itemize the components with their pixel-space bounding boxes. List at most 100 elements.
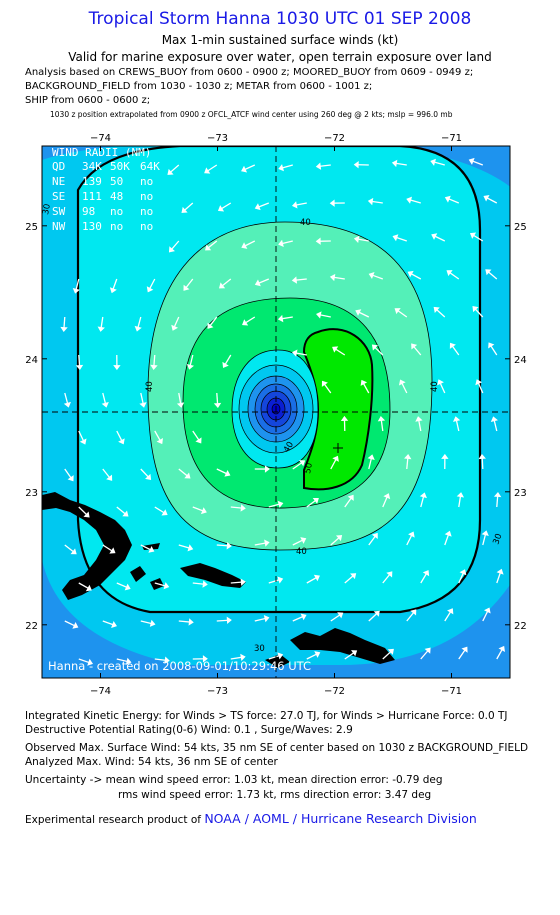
- wind-vector-head: [167, 168, 174, 175]
- uncertainty-rms-line: rms wind speed error: 1.73 kt, rms direc…: [118, 789, 432, 801]
- wind-vector-head: [315, 237, 321, 245]
- creation-credit: Hanna - created on 2008-09-01/10:29:46 U…: [48, 659, 311, 673]
- chart-subtitle-exposure: Valid for marine exposure over water, op…: [68, 50, 492, 64]
- wind-vector-head: [446, 270, 453, 277]
- wind-radii-cell: no: [110, 220, 123, 233]
- wind-vector-head: [313, 574, 320, 582]
- wind-vector-head: [449, 342, 456, 349]
- product-credit: Experimental research product of NOAA / …: [25, 811, 477, 826]
- wind-vector-head: [124, 583, 131, 591]
- wind-vector-head: [360, 379, 368, 386]
- wind-radii-cell: no: [140, 190, 153, 203]
- wind-field-map: 30 30 30 40 40 40 40 40 50 WIND RADII (N…: [25, 133, 526, 697]
- wind-vector-head: [118, 438, 125, 445]
- wind-radii-header-cell: QD: [52, 160, 65, 173]
- wind-vector-head: [430, 158, 436, 166]
- land-island: [265, 654, 290, 668]
- wind-vector-head: [419, 492, 427, 499]
- y-tick-label-left: 24: [25, 355, 38, 366]
- wind-vector-head: [433, 306, 440, 313]
- wind-vector-head: [398, 379, 406, 386]
- wind-vector-head: [291, 349, 298, 357]
- wind-radii-cell: 98: [82, 205, 95, 218]
- analysis-sources-line: BACKGROUND_FIELD from 1030 - 1030 z; MET…: [25, 81, 373, 92]
- wind-vector-head: [70, 548, 77, 555]
- wind-vector-head: [481, 530, 489, 537]
- wind-vector-head: [67, 475, 74, 482]
- wind-vector-head: [111, 620, 117, 628]
- wind-vector-head: [291, 276, 298, 284]
- wind-vector-head: [226, 542, 232, 550]
- wind-vector-head: [483, 195, 490, 202]
- wind-vector-head: [109, 287, 117, 294]
- contour-label: 40: [282, 440, 296, 454]
- wind-vector-head: [204, 167, 211, 174]
- wind-vector-head: [314, 651, 321, 658]
- noaa-aoml-hrd-link[interactable]: NOAA / AOML / Hurricane Research Divisio…: [204, 811, 477, 826]
- wind-vector-head: [278, 239, 284, 247]
- wind-vector-head: [498, 645, 505, 652]
- wind-vector-head: [340, 415, 349, 421]
- wind-vector-head: [83, 511, 90, 518]
- analysis-sources-line: Analysis based on CREWS_BUOY from 0600 -…: [25, 67, 474, 78]
- observed-max-wind: Observed Max. Surface Wind: 54 kts, 35 n…: [25, 742, 529, 754]
- wind-vector-head: [437, 379, 444, 386]
- wind-vector-head: [337, 612, 344, 619]
- wind-vector-head: [277, 576, 284, 584]
- wind-vector-head: [195, 437, 202, 444]
- wind-vector-head: [171, 324, 179, 331]
- wind-vector-head: [72, 287, 80, 294]
- wind-vector-head: [407, 270, 414, 278]
- contour-label: 40: [430, 381, 440, 392]
- wind-vector-head: [146, 286, 154, 293]
- wind-vector-head: [377, 416, 386, 422]
- wind-field-contours: 30 30 30 40 40 40 40 40 50 WIND RADII (N…: [42, 146, 510, 678]
- wind-vector-head: [387, 648, 394, 655]
- wind-vector-head: [202, 655, 208, 663]
- wind-vector-head: [368, 272, 375, 279]
- wind-vector-head: [424, 647, 431, 654]
- wind-vector-head: [168, 246, 175, 253]
- y-tick-label-left: 25: [25, 222, 38, 233]
- wind-vector-head: [240, 653, 246, 662]
- wind-vector-head: [461, 646, 468, 653]
- wind-vector-head: [335, 535, 343, 542]
- x-tick-label-bottom: −74: [90, 686, 111, 697]
- wind-vector-head: [456, 492, 465, 498]
- contour-label: 40: [145, 381, 155, 392]
- wind-vector-head: [391, 159, 398, 168]
- wind-vector-head: [60, 326, 68, 333]
- wind-vector-head: [187, 544, 194, 552]
- contour-fill-50: [302, 328, 374, 491]
- x-tick-label-bottom: −71: [441, 686, 462, 697]
- x-tick-label-bottom: −73: [207, 686, 228, 697]
- wind-vector-head: [488, 342, 495, 349]
- wind-vector-head: [410, 609, 417, 616]
- wind-radii-cell: 139: [82, 175, 102, 188]
- wind-vectors: [60, 157, 505, 666]
- x-tick-label-top: −71: [441, 133, 462, 144]
- wind-vector-head: [205, 244, 212, 251]
- wind-vector-head: [406, 196, 413, 204]
- wind-vector-head: [183, 284, 190, 291]
- wind-vector-head: [186, 363, 194, 370]
- wind-radii-cell: SE: [52, 190, 65, 203]
- wind-vector-head: [101, 401, 109, 408]
- wind-radii-cell: NW: [52, 220, 66, 233]
- wind-vector-head: [408, 531, 415, 538]
- contour-label: 40: [300, 218, 311, 228]
- wind-vector-head: [353, 235, 360, 243]
- contour-label: 30: [491, 532, 504, 546]
- wind-vector-head: [371, 532, 378, 540]
- wind-radii-cell: no: [140, 220, 153, 233]
- contour-label: 30: [254, 644, 265, 654]
- wind-vector-head: [181, 206, 188, 213]
- max-wind-marker: [333, 443, 343, 453]
- wind-radii-cell: 48: [110, 190, 123, 203]
- wind-vector-head: [298, 460, 306, 467]
- wind-vector-head: [452, 416, 461, 422]
- wind-vector-head: [316, 311, 322, 319]
- wind-vector-head: [125, 657, 132, 665]
- wind-vector-head: [485, 269, 492, 276]
- wind-vector-head: [224, 469, 231, 477]
